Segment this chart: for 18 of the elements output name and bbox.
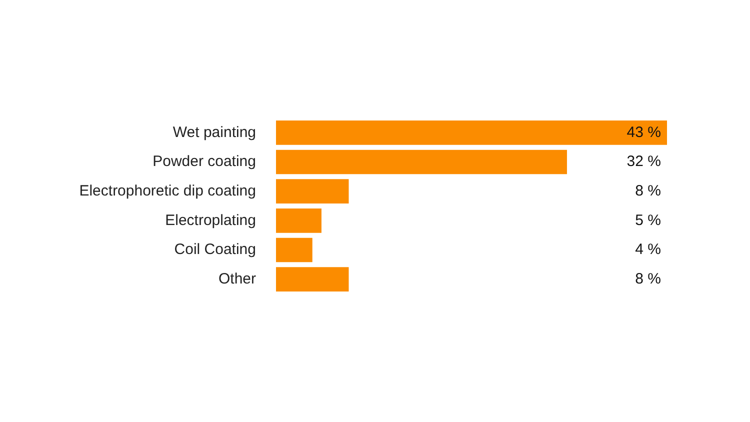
data-label: 8 % (635, 182, 661, 200)
bar (276, 150, 567, 174)
data-label: 43 % (626, 124, 661, 141)
bar (276, 179, 349, 204)
bar (276, 120, 667, 145)
y-tick-label: Other (218, 270, 256, 288)
data-label: 5 % (635, 212, 661, 229)
bar (276, 238, 312, 262)
data-label: 32 % (626, 153, 661, 170)
bar (276, 208, 322, 233)
y-tick-label: Coil Coating (174, 241, 256, 258)
data-label: 4 % (635, 241, 661, 258)
y-tick-label: Wet painting (172, 124, 256, 141)
y-tick-label: Electrophoretic dip coating (79, 182, 256, 200)
bar (276, 267, 349, 292)
data-label: 8 % (635, 270, 661, 288)
y-tick-label: Electroplating (165, 212, 256, 229)
y-tick-label: Powder coating (152, 153, 256, 170)
